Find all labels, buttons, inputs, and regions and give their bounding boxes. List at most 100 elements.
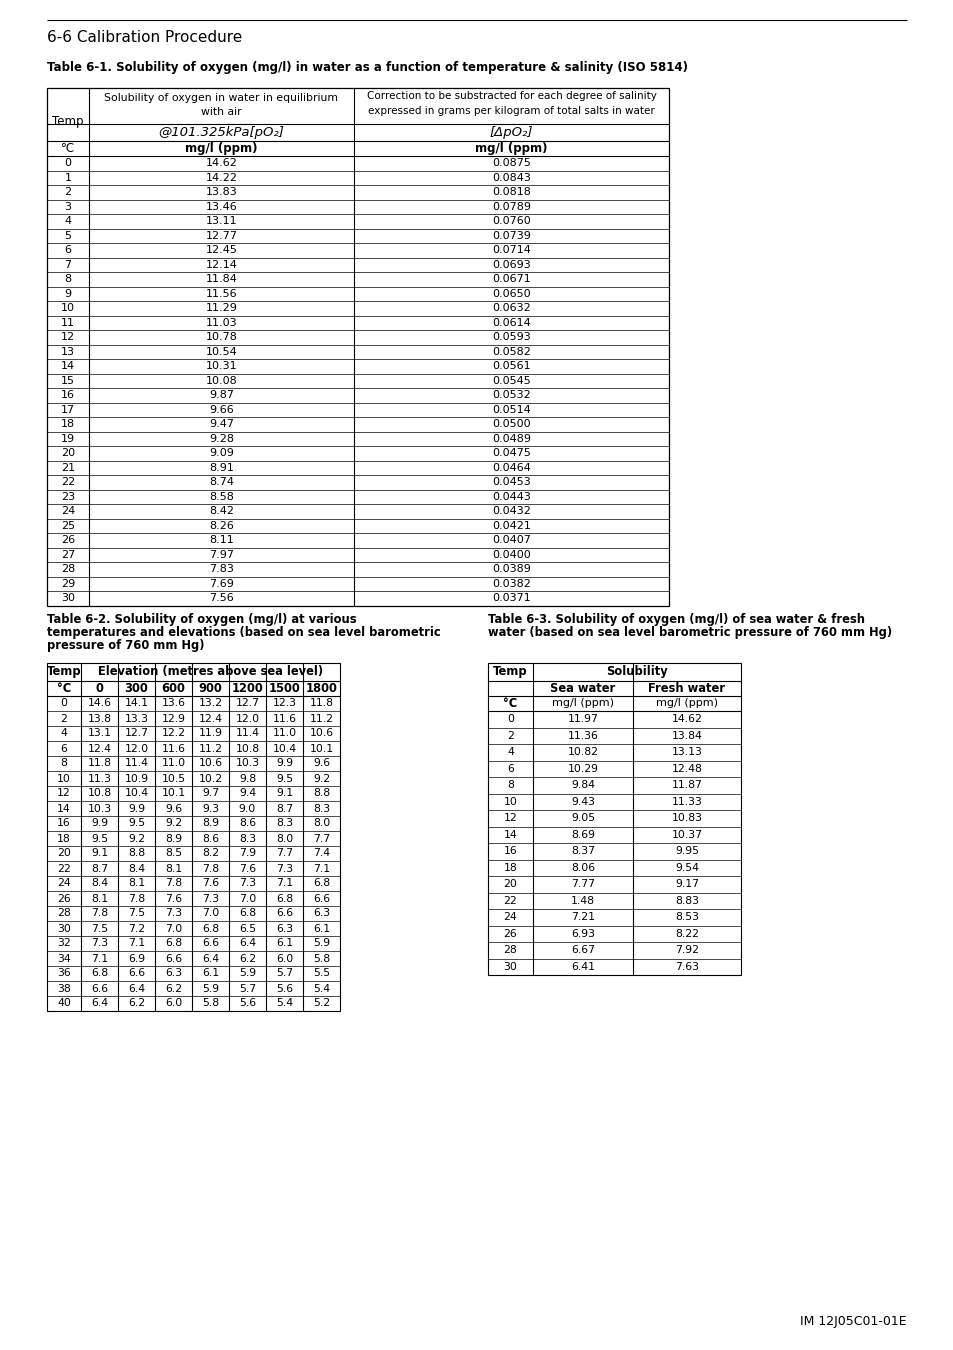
- Text: 19: 19: [61, 433, 75, 444]
- Text: 22: 22: [503, 896, 517, 906]
- Text: 9.87: 9.87: [209, 390, 233, 400]
- Text: 6.3: 6.3: [165, 968, 182, 979]
- Text: 0.0671: 0.0671: [492, 274, 530, 285]
- Text: 32: 32: [57, 938, 71, 949]
- Text: 9.54: 9.54: [675, 863, 699, 872]
- Text: 11.6: 11.6: [273, 714, 296, 724]
- Text: Solubility of oxygen in water in equilibrium: Solubility of oxygen in water in equilib…: [105, 93, 338, 103]
- Text: 8.6: 8.6: [238, 818, 255, 829]
- Text: 12.7: 12.7: [125, 729, 149, 738]
- Text: 14: 14: [61, 362, 75, 371]
- Text: 7.97: 7.97: [209, 549, 233, 560]
- Text: 11.33: 11.33: [671, 796, 701, 807]
- Text: 1: 1: [65, 173, 71, 182]
- Text: 14: 14: [57, 803, 71, 814]
- Text: 13.2: 13.2: [198, 698, 222, 709]
- Text: 6.93: 6.93: [571, 929, 595, 938]
- Text: 16: 16: [57, 818, 71, 829]
- Bar: [47, 88, 668, 606]
- Text: 20: 20: [61, 448, 75, 458]
- Text: 10.31: 10.31: [206, 362, 237, 371]
- Text: 2: 2: [507, 730, 514, 741]
- Text: 0: 0: [65, 158, 71, 169]
- Text: 6.6: 6.6: [275, 909, 293, 918]
- Text: 7.3: 7.3: [165, 909, 182, 918]
- Text: 9.7: 9.7: [202, 788, 219, 798]
- Text: 6.1: 6.1: [202, 968, 219, 979]
- Text: 6.6: 6.6: [313, 894, 330, 903]
- Text: 8.8: 8.8: [313, 788, 330, 798]
- Text: 9.9: 9.9: [128, 803, 145, 814]
- Text: 13.83: 13.83: [206, 188, 237, 197]
- Text: pressure of 760 mm Hg): pressure of 760 mm Hg): [47, 639, 204, 652]
- Text: IM 12J05C01-01E: IM 12J05C01-01E: [800, 1315, 906, 1328]
- Text: 30: 30: [61, 593, 75, 603]
- Text: 0.0593: 0.0593: [492, 332, 530, 343]
- Text: 11: 11: [61, 317, 75, 328]
- Text: 8.9: 8.9: [202, 818, 219, 829]
- Text: 600: 600: [161, 682, 185, 695]
- Text: 5.2: 5.2: [313, 999, 330, 1008]
- Text: 24: 24: [503, 913, 517, 922]
- Text: 0.0693: 0.0693: [492, 259, 530, 270]
- Text: 0.0432: 0.0432: [492, 506, 531, 516]
- Text: 6.4: 6.4: [238, 938, 255, 949]
- Text: 13: 13: [61, 347, 75, 356]
- Text: 0.0382: 0.0382: [492, 579, 531, 589]
- Text: 7.3: 7.3: [91, 938, 108, 949]
- Text: 10.29: 10.29: [567, 764, 598, 774]
- Text: 6.5: 6.5: [238, 923, 255, 933]
- Text: 14.1: 14.1: [125, 698, 149, 709]
- Text: 1800: 1800: [305, 682, 337, 695]
- Text: 22: 22: [61, 478, 75, 487]
- Text: 28: 28: [61, 564, 75, 574]
- Text: 0.0500: 0.0500: [492, 420, 530, 429]
- Text: 9.9: 9.9: [275, 759, 293, 768]
- Text: 8.1: 8.1: [128, 879, 145, 888]
- Text: 0: 0: [506, 714, 514, 724]
- Text: 8.5: 8.5: [165, 849, 182, 859]
- Text: mg/l (ppm): mg/l (ppm): [475, 142, 547, 155]
- Text: 10.8: 10.8: [88, 788, 112, 798]
- Text: 8.6: 8.6: [202, 833, 219, 844]
- Text: expressed in grams per kilogram of total salts in water: expressed in grams per kilogram of total…: [368, 107, 654, 116]
- Text: 6.6: 6.6: [91, 984, 108, 994]
- Text: 18: 18: [57, 833, 71, 844]
- Text: 1200: 1200: [232, 682, 263, 695]
- Text: 7.21: 7.21: [571, 913, 595, 922]
- Text: 12.0: 12.0: [124, 744, 149, 753]
- Text: 28: 28: [503, 945, 517, 956]
- Text: 30: 30: [57, 923, 71, 933]
- Text: 9.09: 9.09: [209, 448, 233, 458]
- Text: 11.29: 11.29: [205, 304, 237, 313]
- Text: 0.0650: 0.0650: [492, 289, 530, 298]
- Text: 6.1: 6.1: [275, 938, 293, 949]
- Text: 27: 27: [61, 549, 75, 560]
- Text: 9.47: 9.47: [209, 420, 233, 429]
- Text: 7.6: 7.6: [202, 879, 219, 888]
- Text: 10.08: 10.08: [206, 375, 237, 386]
- Text: 7.3: 7.3: [275, 864, 293, 873]
- Text: 9.66: 9.66: [209, 405, 233, 414]
- Text: 0.0632: 0.0632: [492, 304, 530, 313]
- Text: 9.5: 9.5: [91, 833, 108, 844]
- Text: 10.1: 10.1: [161, 788, 186, 798]
- Text: 11.84: 11.84: [205, 274, 237, 285]
- Text: 38: 38: [57, 984, 71, 994]
- Text: 26: 26: [61, 535, 75, 545]
- Text: 6.6: 6.6: [128, 968, 145, 979]
- Text: 6.67: 6.67: [571, 945, 595, 956]
- Text: °C: °C: [503, 697, 517, 710]
- Text: 5.4: 5.4: [275, 999, 293, 1008]
- Text: 7.1: 7.1: [91, 953, 108, 964]
- Text: 7.63: 7.63: [675, 961, 699, 972]
- Text: 40: 40: [57, 999, 71, 1008]
- Text: 6.8: 6.8: [202, 923, 219, 933]
- Text: 0.0514: 0.0514: [492, 405, 530, 414]
- Text: Correction to be substracted for each degree of salinity: Correction to be substracted for each de…: [366, 90, 656, 101]
- Text: Table 6-1. Solubility of oxygen (mg/l) in water as a function of temperature & s: Table 6-1. Solubility of oxygen (mg/l) i…: [47, 62, 687, 74]
- Text: 6.6: 6.6: [202, 938, 219, 949]
- Text: 11.6: 11.6: [161, 744, 185, 753]
- Text: 10.83: 10.83: [671, 813, 701, 823]
- Text: 28: 28: [57, 909, 71, 918]
